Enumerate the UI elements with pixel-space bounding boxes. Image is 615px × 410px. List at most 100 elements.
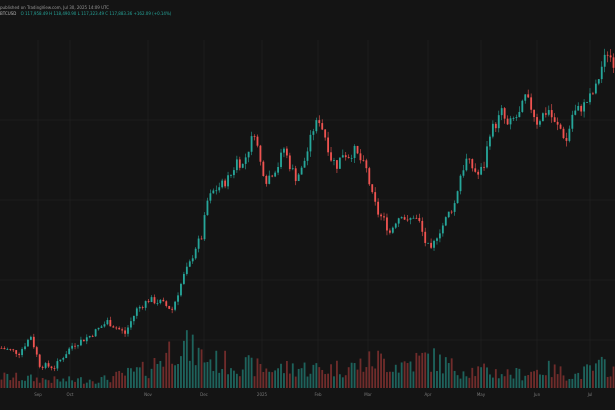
candle-body	[97, 327, 100, 330]
candle-body	[241, 163, 244, 168]
volume-bar	[318, 367, 321, 388]
candle-body	[586, 102, 588, 103]
candle-body	[415, 217, 418, 219]
candle-body	[18, 353, 21, 356]
candle-body	[177, 295, 179, 302]
volume-bar	[356, 369, 359, 388]
candle-body	[250, 136, 253, 152]
volume-bar	[565, 380, 568, 388]
candle-body	[112, 326, 115, 328]
ohlc-values: O 117,958.49 H 118,490.90 L 117,323.49 C…	[20, 11, 172, 16]
candle-body	[418, 218, 421, 221]
candle-body	[338, 157, 341, 169]
candle-body	[35, 347, 38, 355]
volume-bar	[259, 363, 262, 388]
volume-bar	[103, 375, 106, 388]
candle-body	[544, 113, 547, 115]
candle-body	[589, 93, 591, 103]
candle-body	[127, 327, 129, 334]
volume-bar	[262, 371, 265, 388]
volume-bar	[547, 360, 550, 388]
volume-bar	[556, 374, 559, 388]
candle-body	[512, 118, 515, 119]
volume-bar	[277, 368, 279, 388]
volume-bar	[130, 368, 132, 388]
volume-bar	[212, 371, 215, 388]
x-tick-label: May	[476, 392, 486, 397]
candle-body	[324, 129, 327, 138]
volume-bar	[65, 381, 68, 388]
candle-body	[147, 301, 150, 302]
volume-bar	[347, 367, 350, 388]
volume-bar	[530, 371, 533, 388]
candle-body	[247, 151, 250, 158]
candle-body	[65, 354, 68, 359]
candle-body	[132, 315, 135, 322]
candle-body	[574, 110, 577, 115]
volume-bar	[324, 374, 327, 388]
volume-bar	[162, 366, 165, 388]
volume-bar	[468, 377, 471, 388]
volume-bar	[491, 377, 494, 388]
candle-body	[59, 359, 62, 362]
candle-body	[203, 215, 206, 240]
candle-body	[153, 297, 156, 304]
volume-bar	[138, 367, 141, 388]
volume-bar	[141, 361, 144, 388]
price-chart[interactable]	[0, 0, 615, 388]
volume-bar	[315, 363, 318, 388]
candle-body	[285, 148, 288, 156]
volume-bar	[21, 380, 23, 388]
volume-bar	[144, 375, 147, 388]
candle-body	[600, 66, 603, 80]
candle-body	[550, 110, 553, 118]
volume-bar	[412, 371, 415, 388]
candle-body	[103, 324, 106, 327]
volume-bar	[124, 375, 126, 388]
volume-bar	[486, 367, 488, 388]
candle-body	[77, 345, 79, 347]
volume-bar	[427, 353, 430, 388]
volume-bar	[285, 360, 288, 388]
candle-body	[562, 128, 565, 139]
volume-bar	[559, 366, 562, 388]
volume-bar	[494, 369, 497, 388]
volume-bar	[233, 370, 235, 388]
volume-bar	[406, 363, 409, 388]
candle-body	[115, 327, 118, 329]
candle-body	[62, 358, 65, 360]
volume-bar	[100, 377, 103, 388]
candle-body	[424, 231, 427, 243]
volume-bar	[562, 375, 565, 388]
symbol-label: BTCUSD	[0, 11, 17, 16]
candle-body	[197, 238, 200, 249]
candle-body	[56, 361, 59, 369]
candle-body	[412, 217, 415, 219]
candle-body	[230, 175, 232, 176]
candle-body	[480, 166, 483, 175]
volume-bar	[453, 370, 456, 388]
volume-bar	[380, 353, 382, 388]
candle-body	[497, 115, 500, 129]
volume-bar	[592, 370, 594, 388]
candle-body	[444, 217, 447, 226]
candle-body	[206, 200, 209, 216]
volume-bar	[177, 364, 179, 388]
volume-bar	[118, 370, 121, 388]
volume-bar	[274, 370, 277, 388]
volume-bar	[536, 369, 538, 388]
volume-bar	[518, 368, 521, 388]
volume-bar	[459, 378, 462, 388]
candle-body	[456, 191, 459, 204]
volume-bar	[280, 363, 282, 388]
volume-bar	[606, 376, 609, 388]
candle-body	[397, 218, 400, 224]
candle-body	[518, 111, 521, 118]
volume-bar	[500, 374, 503, 388]
candle-body	[85, 337, 88, 342]
volume-bar	[109, 382, 112, 388]
volume-bar	[74, 381, 76, 388]
candle-body	[171, 308, 174, 310]
volume-bar	[377, 350, 380, 388]
volume-bar	[27, 375, 29, 388]
